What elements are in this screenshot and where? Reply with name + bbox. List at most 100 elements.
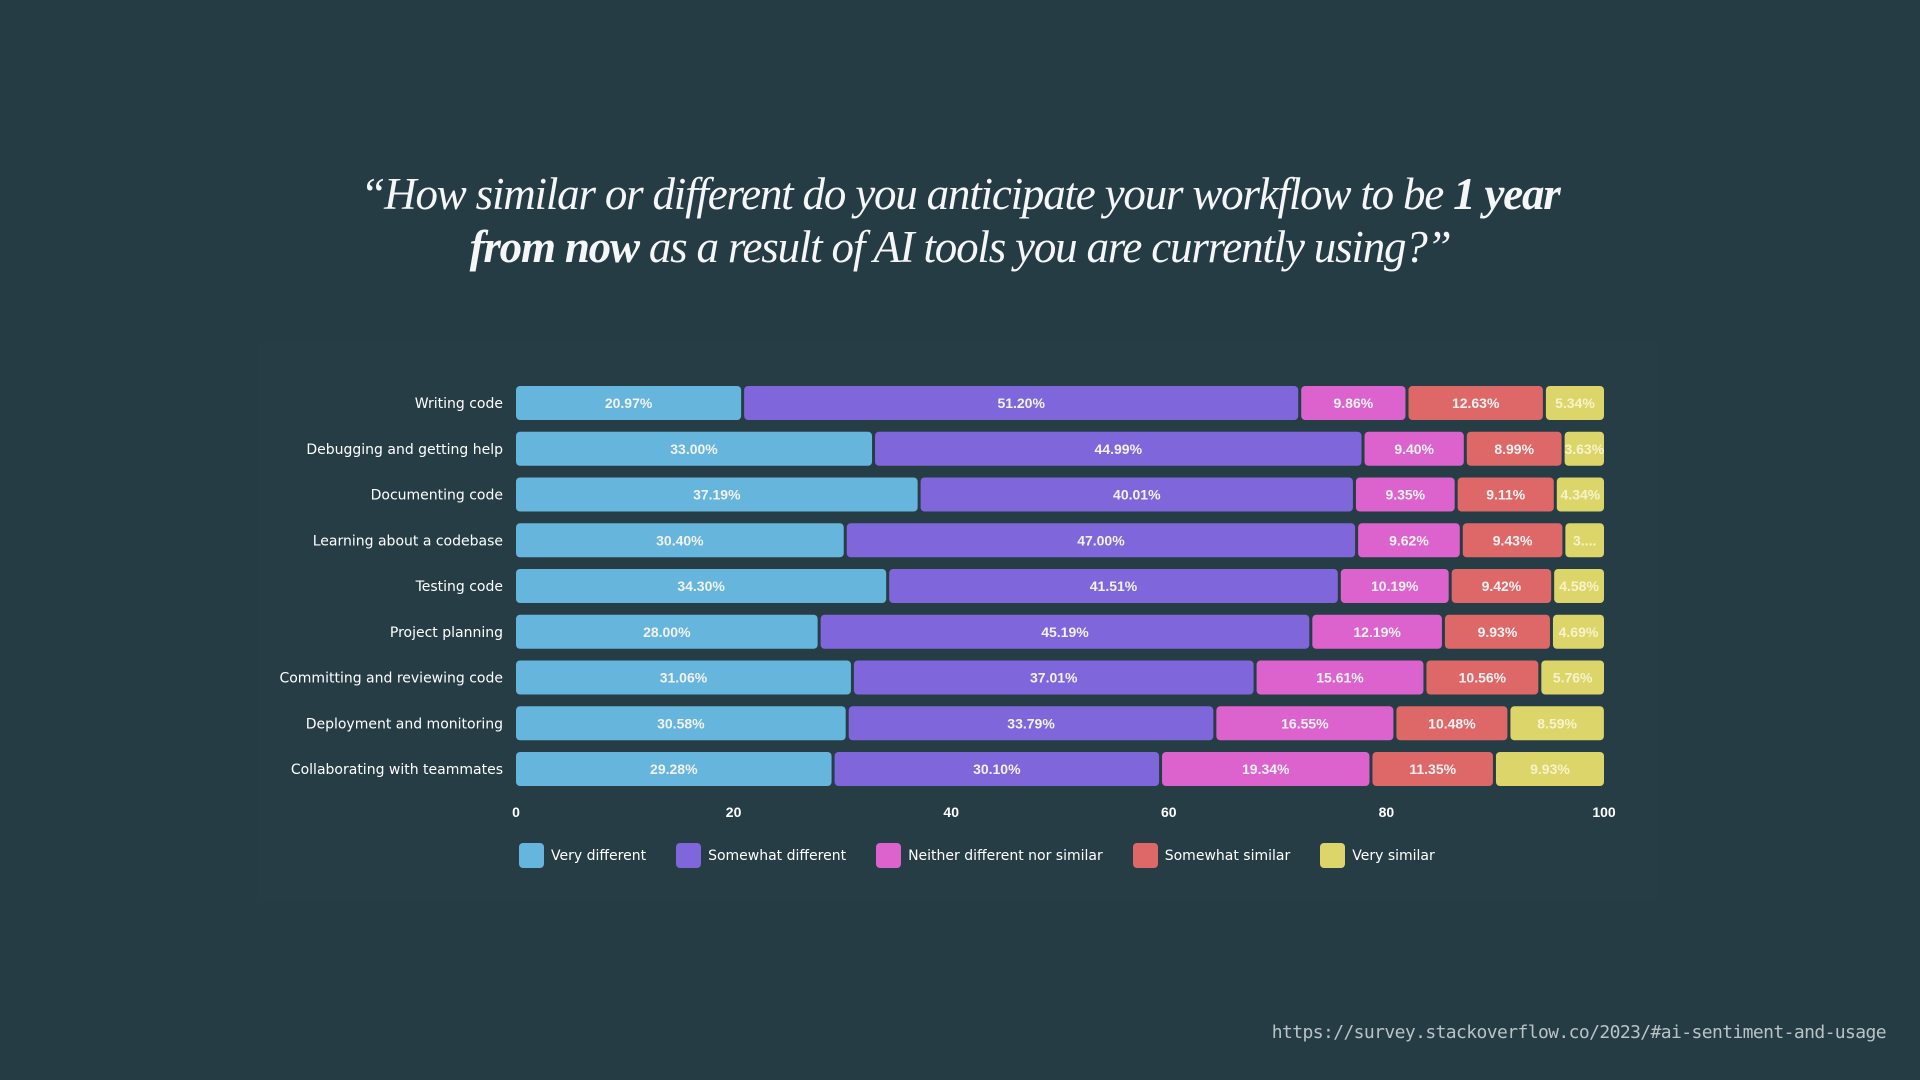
data-label: 9.40% bbox=[1394, 441, 1434, 457]
data-label: 15.61% bbox=[1316, 670, 1364, 686]
bar-segment[interactable] bbox=[834, 752, 1160, 786]
data-label: 16.55% bbox=[1281, 715, 1329, 731]
bar-segment[interactable] bbox=[1466, 431, 1562, 466]
data-label: 37.01% bbox=[1030, 670, 1078, 686]
bar-segment[interactable] bbox=[889, 569, 1338, 603]
category-label: Debugging and getting help bbox=[306, 442, 503, 458]
bar-segment[interactable] bbox=[1565, 523, 1604, 558]
title-line-2: from now as a result of AI tools you are… bbox=[0, 221, 1920, 274]
bar-segment[interactable] bbox=[1451, 569, 1552, 603]
data-label: 34.30% bbox=[677, 578, 725, 594]
stacked-bar-chart: Writing code Debugging and getting help Do… bbox=[279, 386, 1616, 820]
data-label: 44.99% bbox=[1095, 441, 1143, 457]
bar-segment[interactable] bbox=[744, 386, 1299, 420]
bar-segment[interactable] bbox=[516, 752, 832, 786]
data-label: 8.59% bbox=[1537, 715, 1577, 731]
bar-segment[interactable] bbox=[853, 660, 1254, 695]
bar-segment[interactable] bbox=[1301, 386, 1406, 420]
data-label: 51.20% bbox=[997, 395, 1045, 411]
x-tick-label: 40 bbox=[943, 804, 959, 820]
bar-segment[interactable] bbox=[848, 706, 1214, 741]
category-label: Testing code bbox=[415, 579, 503, 595]
data-label: 9.62% bbox=[1389, 532, 1429, 548]
data-label: 3.63% bbox=[1564, 441, 1604, 457]
data-label: 9.93% bbox=[1530, 761, 1570, 777]
title-text: “How similar or different do you anticip… bbox=[360, 169, 1454, 219]
bar-segment[interactable] bbox=[516, 477, 918, 512]
data-label: 20.97% bbox=[605, 395, 653, 411]
title-text: as a result of AI tools you are currentl… bbox=[638, 222, 1452, 272]
data-label: 40.01% bbox=[1113, 487, 1161, 503]
bar-segment[interactable] bbox=[516, 614, 818, 649]
category-label: Learning about a codebase bbox=[313, 533, 503, 549]
bar-segment[interactable] bbox=[1462, 523, 1563, 558]
bar-segment[interactable] bbox=[516, 706, 846, 741]
bar-segment[interactable] bbox=[1340, 569, 1449, 603]
bar-segment[interactable] bbox=[1426, 660, 1539, 695]
data-label: 9.93% bbox=[1478, 624, 1518, 640]
data-label: 5.76% bbox=[1553, 670, 1593, 686]
data-label: 4.58% bbox=[1559, 578, 1599, 594]
bar-segment[interactable] bbox=[920, 477, 1353, 512]
title-line-1: “How similar or different do you anticip… bbox=[0, 168, 1920, 221]
legend-swatch-icon bbox=[876, 843, 902, 868]
data-label: 4.69% bbox=[1559, 624, 1599, 640]
bar-segment[interactable] bbox=[820, 614, 1310, 649]
bar-segment[interactable] bbox=[1216, 706, 1394, 741]
category-label: Documenting code bbox=[371, 488, 503, 504]
bar-segment[interactable] bbox=[1358, 523, 1460, 558]
legend-item[interactable]: Very different bbox=[519, 843, 646, 868]
bar-segment[interactable] bbox=[516, 660, 851, 695]
legend-item[interactable]: Neither different nor similar bbox=[876, 843, 1103, 868]
bars bbox=[516, 386, 1604, 786]
legend-swatch-icon bbox=[519, 843, 544, 868]
bar-segment[interactable] bbox=[1408, 386, 1543, 420]
legend-item[interactable]: Somewhat different bbox=[676, 843, 846, 868]
bar-segment[interactable] bbox=[1444, 614, 1550, 649]
data-label: 12.19% bbox=[1353, 624, 1401, 640]
bar-segment[interactable] bbox=[1372, 752, 1493, 786]
bar-segment[interactable] bbox=[1256, 660, 1424, 695]
bar-segment[interactable] bbox=[846, 523, 1356, 558]
x-tick-label: 60 bbox=[1161, 804, 1177, 820]
legend-item[interactable]: Somewhat similar bbox=[1132, 843, 1290, 868]
bar-segment[interactable] bbox=[1510, 706, 1604, 741]
bar-segment[interactable] bbox=[1495, 752, 1604, 786]
bar-segment[interactable] bbox=[1545, 386, 1604, 420]
bar-segment[interactable] bbox=[516, 431, 873, 466]
bar-segment[interactable] bbox=[1554, 569, 1604, 603]
source-url[interactable]: https://survey.stackoverflow.co/2023/#ai… bbox=[1271, 1022, 1887, 1043]
x-axis-ticks: 0 20 40 60 80 100 bbox=[512, 804, 1616, 820]
bar-segment[interactable] bbox=[875, 431, 1362, 466]
data-label: 30.58% bbox=[657, 715, 705, 731]
data-label: 9.42% bbox=[1482, 578, 1522, 594]
data-label: 5.34% bbox=[1555, 395, 1595, 411]
bar-segment[interactable] bbox=[1312, 614, 1442, 649]
bar-segment[interactable] bbox=[1552, 614, 1604, 649]
bar-segment[interactable] bbox=[1355, 477, 1455, 512]
bar-segment[interactable] bbox=[516, 386, 742, 420]
chart-legend: Very different Somewhat different Neither … bbox=[519, 843, 1465, 868]
legend-swatch-icon bbox=[1132, 843, 1158, 868]
bar-segment[interactable] bbox=[1556, 477, 1604, 512]
legend-label: Neither different nor similar bbox=[908, 847, 1103, 864]
bar-segment[interactable] bbox=[1564, 431, 1604, 466]
category-label: Deployment and monitoring bbox=[306, 716, 503, 732]
bar-segment[interactable] bbox=[1162, 752, 1370, 786]
data-label: 29.28% bbox=[650, 761, 698, 777]
legend-item[interactable]: Very similar bbox=[1320, 843, 1435, 868]
data-label: 41.51% bbox=[1090, 578, 1138, 594]
bar-segment[interactable] bbox=[1457, 477, 1554, 512]
data-label: 10.19% bbox=[1371, 578, 1419, 594]
data-label: 28.00% bbox=[643, 624, 691, 640]
bar-segment[interactable] bbox=[516, 569, 887, 603]
data-label: 33.79% bbox=[1007, 715, 1055, 731]
value-labels: 20.97% 51.20% 9.86% 12.63% 5.34% 33.00% 44.99%… bbox=[605, 395, 1605, 777]
bar-segment[interactable] bbox=[1396, 706, 1508, 741]
bar-segment[interactable] bbox=[516, 523, 844, 558]
data-label: 19.34% bbox=[1242, 761, 1290, 777]
data-label: 31.06% bbox=[660, 670, 708, 686]
data-label: 9.35% bbox=[1385, 487, 1425, 503]
bar-segment[interactable] bbox=[1364, 431, 1464, 466]
bar-segment[interactable] bbox=[1541, 660, 1604, 695]
